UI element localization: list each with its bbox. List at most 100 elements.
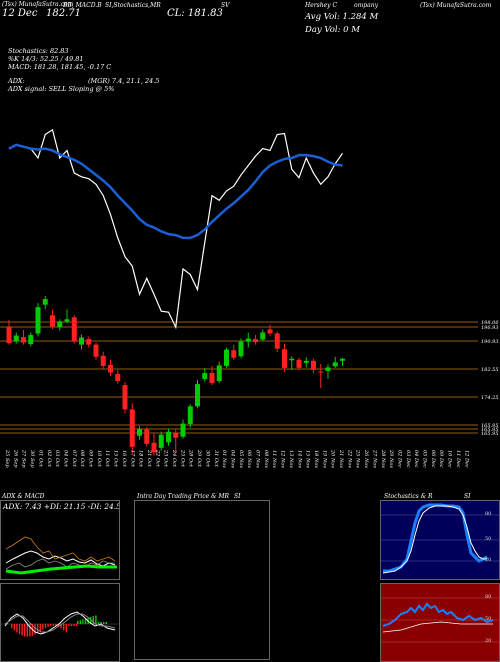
plus-di-line: [5, 536, 116, 562]
price-ma-line: [8, 128, 343, 330]
intraday-panel: [134, 500, 270, 660]
date-tick-label: 10 Dec: [447, 450, 453, 468]
date-tick-label: 18 Nov: [313, 450, 319, 468]
candle-body: [6, 327, 12, 344]
adx-readout: ADX:: [8, 77, 25, 85]
macd-bar: [21, 624, 23, 636]
date-tick-label: 04 Oct: [62, 450, 68, 468]
candle-body: [231, 350, 237, 358]
date-tick-label: 26 Sep: [12, 449, 18, 468]
date-tick-label: 06 Nov: [246, 450, 252, 468]
macd-bar: [95, 615, 97, 624]
macd-bar: [18, 624, 21, 635]
candle-body: [325, 367, 331, 371]
candle-body: [253, 339, 258, 343]
date-tick-label: 07 Nov: [255, 450, 261, 468]
candle-body: [289, 358, 295, 361]
rsi-line: [382, 602, 494, 627]
macd-bar: [34, 624, 36, 635]
trend-ma-line: [8, 143, 343, 240]
date-tick-label: 31 Oct: [213, 450, 219, 468]
date-tick-label: 27 Nov: [371, 449, 377, 468]
candle-body: [158, 434, 164, 448]
macd-bar: [97, 622, 100, 624]
price-level-label: 182.55: [481, 367, 499, 373]
adx-macd-title: ADX & MACD: [2, 493, 45, 500]
date-tick-label: 19 Nov: [321, 450, 327, 468]
date-tick-label: 15 Nov: [305, 450, 311, 468]
candle-body: [209, 372, 215, 384]
candle-body: [311, 360, 316, 370]
date-tick-label: 01 Oct: [37, 450, 43, 468]
candle-body: [35, 307, 41, 334]
date-tick-label: 08 Oct: [79, 450, 85, 468]
macd-bar: [47, 624, 49, 627]
header-indicators-label: SI,Stochastics,MR: [105, 2, 161, 9]
price-level-label: 165.95: [481, 431, 499, 437]
date-tick-label: 25 Oct: [179, 449, 185, 468]
candle-body: [42, 299, 48, 305]
macd-bar: [29, 624, 31, 637]
macd-bar: [92, 616, 94, 624]
candle-body: [173, 432, 179, 438]
candle-body: [79, 337, 84, 345]
adx-line: [5, 550, 116, 567]
candle-body: [86, 339, 92, 345]
date-tick-label: 12 Nov: [280, 450, 286, 468]
candle-body: [100, 355, 106, 366]
macd-bar: [11, 624, 13, 628]
candle-body: [151, 442, 157, 453]
macd-bar: [42, 624, 44, 630]
stoch-tick-50: 50: [485, 536, 492, 542]
date-tick-label: 21 Nov: [338, 449, 344, 468]
macd-histogram: [1, 611, 119, 637]
macd-readout: MACD: 181.28, 181.45, -0.17 C: [8, 63, 112, 71]
header-ticker-line: (Tsx) MunafaSutra.com: [2, 1, 73, 8]
adx-values: ADX: 7.43 +DI: 21.15 -DI: 24.54: [3, 502, 120, 511]
date-tick-label: 13 Nov: [288, 450, 294, 468]
date-tick-label: 09 Dec: [438, 450, 444, 468]
candle-body: [64, 319, 70, 322]
date-tick-label: 30 Sep: [29, 450, 35, 468]
date-tick-label: 29 Nov: [388, 449, 394, 468]
price-level-label: 165.95: [481, 423, 499, 429]
date-tick-label: 05 Nov: [238, 450, 244, 468]
candle-body: [13, 335, 19, 342]
rsi-tick-80: 80: [485, 594, 492, 600]
candle-body: [71, 317, 77, 342]
date-tick-label: 22 Nov: [346, 449, 352, 468]
candle-body: [21, 337, 26, 343]
macd-bar: [65, 624, 67, 633]
macd-bar: [68, 624, 70, 626]
date-tick-label: 04 Dec: [413, 450, 419, 468]
stoch-rsi-title-si: SI: [464, 493, 471, 500]
adx-detail: (MGR) 7.4, 21.1, 24.5: [88, 77, 160, 85]
main-price-chart: 198.06196.93190.93182.55174.25165.95165.…: [0, 128, 499, 468]
intraday-title-si: SI: [234, 493, 241, 500]
date-tick-label: 02 Oct: [46, 450, 52, 468]
macd-bar: [16, 624, 18, 633]
header-company-name: Hershey C: [305, 2, 338, 9]
date-tick-label: 10 Oct: [96, 450, 102, 468]
candle-body: [216, 365, 222, 382]
macd-bar: [100, 622, 102, 624]
date-tick-label: 11 Nov: [271, 450, 277, 468]
rsi-lines: [381, 597, 499, 643]
candle-body: [115, 373, 121, 382]
macd-bar: [37, 624, 39, 633]
macd-bar: [84, 618, 87, 624]
adx-panel: ADX: 7.43 +DI: 21.15 -DI: 24.54: [0, 500, 120, 580]
intraday-title: Intra Day Trading Price & MR: [137, 493, 230, 500]
header-close: CL: 181.83: [167, 8, 223, 19]
candle-body: [340, 358, 345, 361]
date-tick-label: 29 Oct: [196, 449, 202, 468]
date-tick-label: 17 Oct: [129, 450, 135, 468]
candle-body: [57, 321, 63, 328]
date-tick-label: 20 Nov: [330, 449, 336, 468]
macd-bar: [82, 619, 84, 624]
candle-body: [187, 406, 193, 425]
stochastics-readout: Stochastics: 82.83: [8, 47, 69, 55]
date-tick-label: 21 Oct: [146, 449, 152, 468]
stoch-k-line: [383, 503, 488, 573]
macd-bar: [55, 624, 57, 627]
